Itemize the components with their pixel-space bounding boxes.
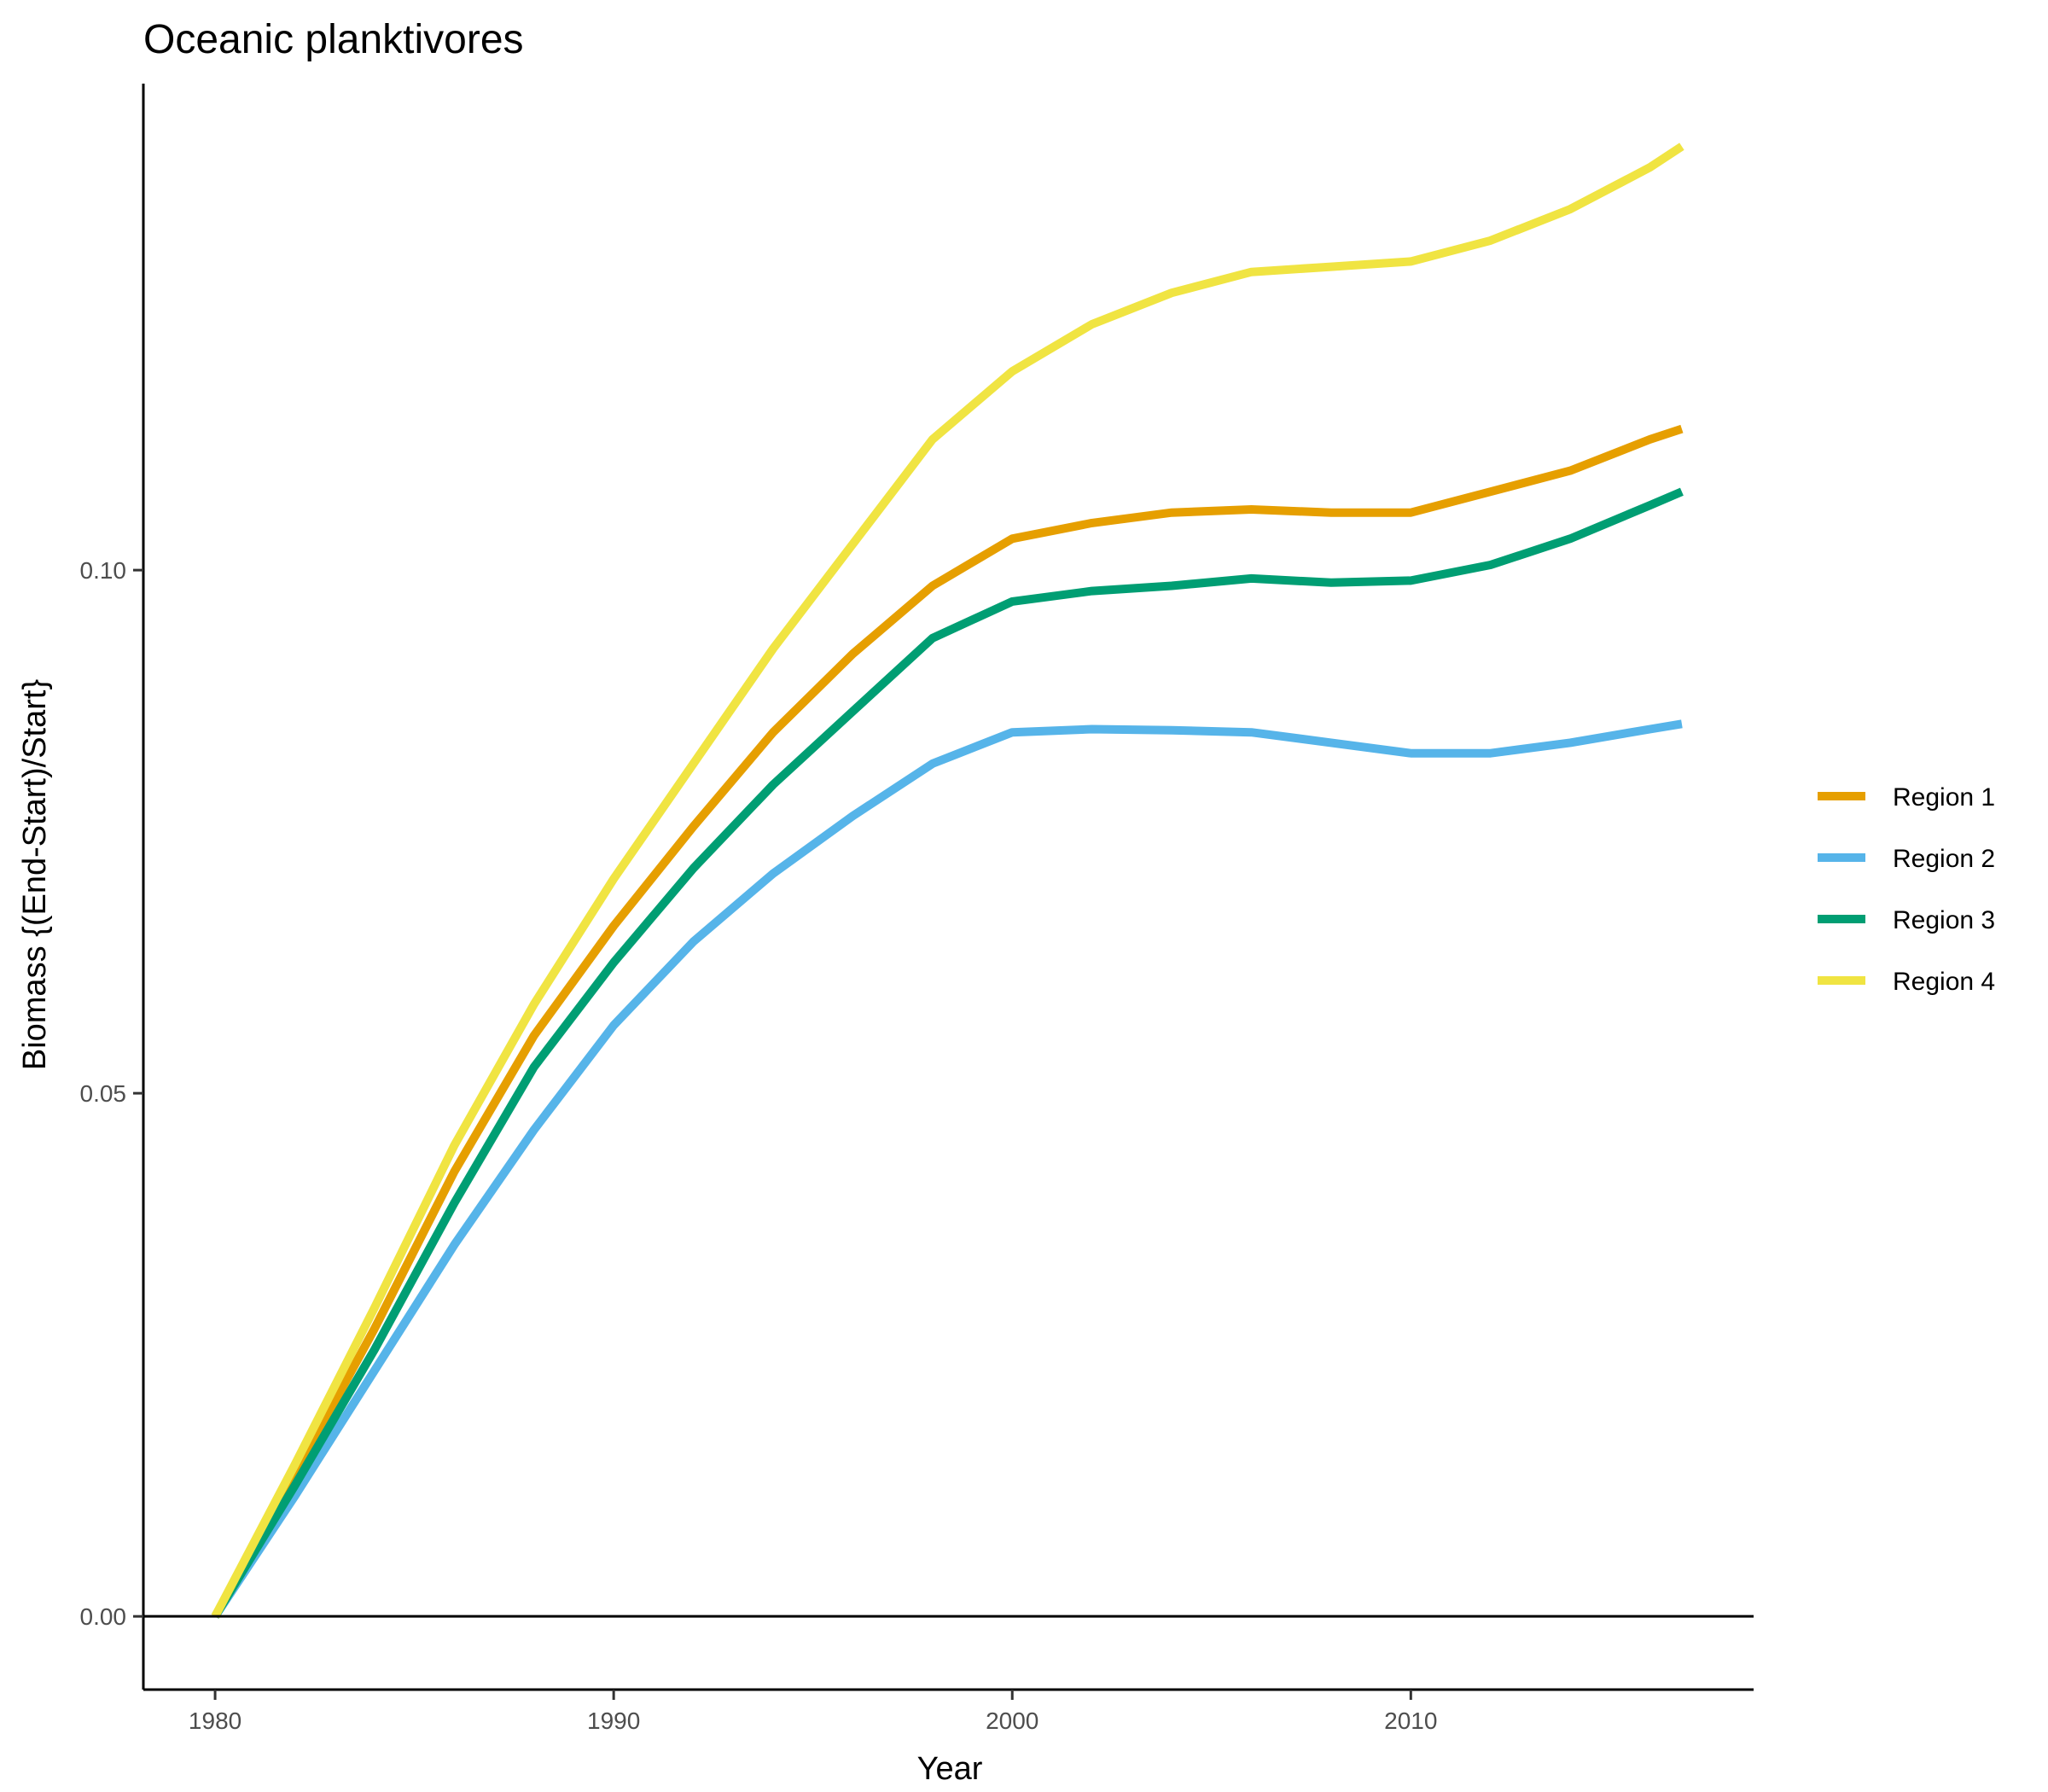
- series-line-region-1: [211, 424, 1684, 1619]
- series-line-region-4: [211, 143, 1684, 1619]
- legend-label-region-4: Region 4: [1893, 968, 1995, 996]
- y-tick-label: 0.05: [80, 1080, 127, 1107]
- legend-label-region-2: Region 2: [1893, 845, 1995, 873]
- x-tick-label: 2000: [986, 1708, 1039, 1734]
- y-axis-title: Biomass {(End-Start)/Start}: [17, 679, 53, 1070]
- legend-label-region-3: Region 3: [1893, 906, 1995, 934]
- series-layer: [211, 143, 1684, 1619]
- y-tick-label: 0.10: [80, 557, 127, 584]
- x-tick-label: 1990: [587, 1708, 640, 1734]
- x-tick-label: 2010: [1384, 1708, 1437, 1734]
- series-line-region-2: [211, 719, 1683, 1619]
- chart-title: Oceanic planktivores: [143, 17, 524, 62]
- axes: 1980 1990 2000 2010 0.00 0.05 0.10: [80, 84, 1754, 1734]
- legend: Region 1 Region 2 Region 3 Region 4: [1818, 783, 1995, 996]
- y-tick-label: 0.00: [80, 1603, 127, 1630]
- legend-label-region-1: Region 1: [1893, 783, 1995, 812]
- series-line-region-3: [211, 487, 1684, 1619]
- x-tick-label: 1980: [189, 1708, 241, 1734]
- x-axis-title: Year: [917, 1751, 983, 1787]
